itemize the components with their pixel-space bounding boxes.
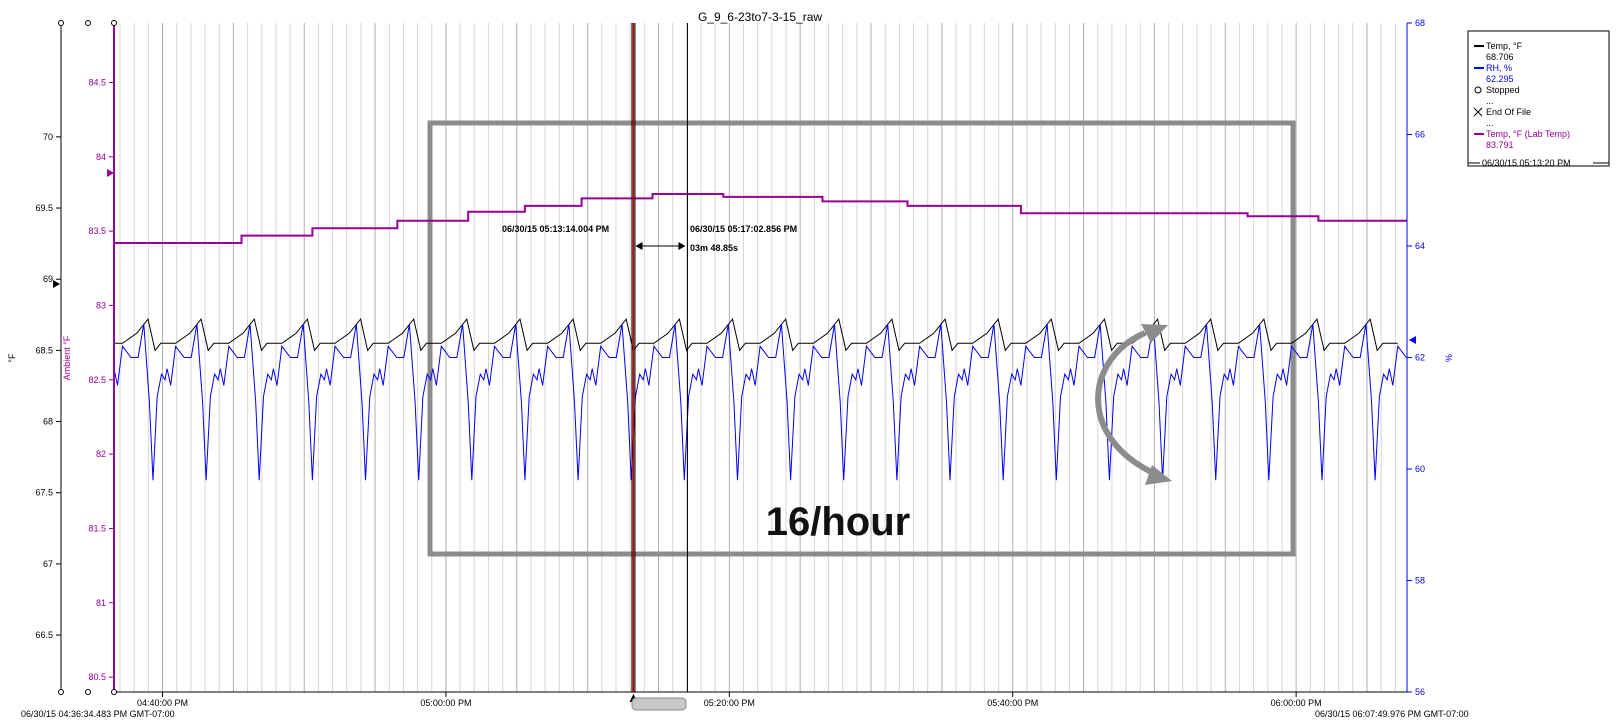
y-tick-label: 67.5 xyxy=(35,488,53,498)
series-layer xyxy=(114,194,1407,480)
legend-label: End Of File xyxy=(1486,107,1531,117)
x-tick-label: 05:00:00 PM xyxy=(420,698,471,708)
right-axis-label: % xyxy=(1444,354,1454,362)
y-tick-label: 82.5 xyxy=(88,375,106,385)
x-tick-label: 04:40:00 PM xyxy=(137,698,188,708)
ambient-axis-marker xyxy=(107,169,114,177)
rate-annotation: 16/hour xyxy=(766,500,910,544)
y-tick-label: 67 xyxy=(43,559,53,569)
x-tick-label: 06:00:00 PM xyxy=(1271,698,1322,708)
y-tick-label: 69 xyxy=(43,274,53,284)
y-tick-label: 64 xyxy=(1415,241,1425,251)
y-tick-label: 83 xyxy=(96,300,106,310)
y-tick-label: 68 xyxy=(1415,18,1425,28)
x-tick-label: 05:20:00 PM xyxy=(704,698,755,708)
y-tick-label: 83.5 xyxy=(88,226,106,236)
x-start-label: 06/30/15 04:36:34.483 PM GMT-07:00 xyxy=(21,709,175,719)
legend-label: RH, % xyxy=(1486,63,1512,73)
y-tick-label: 84 xyxy=(96,152,106,162)
axis-end-circle xyxy=(59,690,64,695)
cursor2-label: 06/30/15 05:17:02.856 PM xyxy=(690,224,797,234)
legend-value: 83.791 xyxy=(1486,140,1514,150)
cursor-delta-label: 03m 48.85s xyxy=(690,243,738,253)
cycle-arrow xyxy=(1098,324,1172,485)
axis-end-circle xyxy=(59,21,64,26)
y-tick-label: 68.5 xyxy=(35,345,53,355)
left2-axis-label: Ambient °F xyxy=(62,335,72,380)
legend-value: ... xyxy=(1486,118,1494,128)
temp-axis-marker xyxy=(53,280,60,288)
axis-end-circle xyxy=(112,21,117,26)
axis-end-circle xyxy=(86,21,91,26)
cursor-delta-arrow-head xyxy=(678,242,685,250)
y-tick-label: 81 xyxy=(96,598,106,608)
y-tick-label: 62 xyxy=(1415,353,1425,363)
y-tick-label: 82 xyxy=(96,449,106,459)
y-tick-label: 58 xyxy=(1415,576,1425,586)
legend-label: Temp, °F (Lab Temp) xyxy=(1486,129,1570,139)
y-tick-label: 56 xyxy=(1415,687,1425,697)
legend-label: Stopped xyxy=(1486,85,1520,95)
temp-series-line xyxy=(114,319,1398,350)
rh-axis-marker xyxy=(1409,336,1416,344)
y-tick-label: 66.5 xyxy=(35,630,53,640)
y-tick-label: 69.5 xyxy=(35,203,53,213)
time-scroll-thumb[interactable] xyxy=(632,698,686,710)
legend-value: 68.706 xyxy=(1486,52,1514,62)
y-tick-label: 70 xyxy=(43,132,53,142)
axis-end-circle xyxy=(112,690,117,695)
legend-footer-label: 06/30/15 05:13:20 PM xyxy=(1482,158,1571,168)
rh-series-line xyxy=(114,324,1406,480)
x-end-label: 06/30/15 06:07:49.976 PM GMT-07:00 xyxy=(1315,709,1469,719)
cursor1-label: 06/30/15 05:13:14.004 PM xyxy=(502,224,609,234)
y-tick-label: 60 xyxy=(1415,464,1425,474)
y-tick-label: 84.5 xyxy=(88,77,106,87)
y-tick-label: 66 xyxy=(1415,130,1425,140)
legend-value: 62.295 xyxy=(1486,74,1514,84)
y-tick-label: 80.5 xyxy=(88,672,106,682)
legend-label: Temp, °F xyxy=(1486,41,1523,51)
y-tick-label: 68 xyxy=(43,417,53,427)
x-tick-label: 05:40:00 PM xyxy=(987,698,1038,708)
axis-end-circle xyxy=(86,690,91,695)
legend-value: ... xyxy=(1486,96,1494,106)
lab-temp-series-line xyxy=(114,194,1407,243)
chart-title: G_9_6-23to7-3-15_raw xyxy=(698,10,822,24)
y-tick-label: 81.5 xyxy=(88,523,106,533)
cursor-delta-arrow-head xyxy=(635,242,642,250)
left1-axis-label: °F xyxy=(7,353,17,363)
